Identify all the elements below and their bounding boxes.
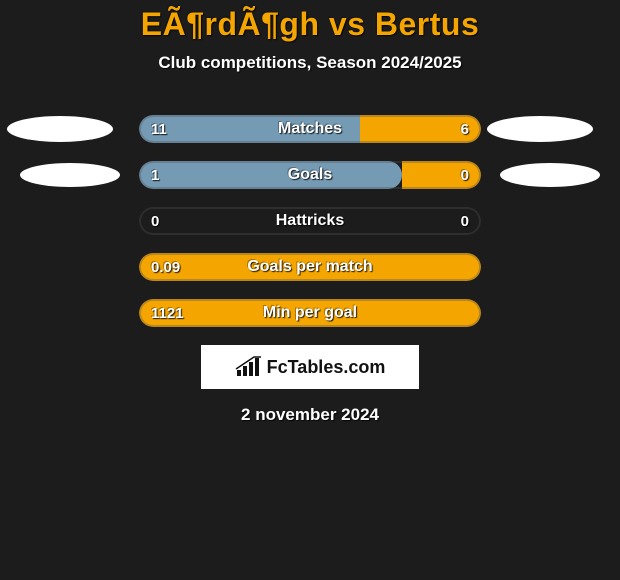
player-ellipse: [7, 116, 113, 142]
stat-label: Hattricks: [139, 207, 481, 235]
stat-label: Min per goal: [139, 299, 481, 327]
stat-label: Goals per match: [139, 253, 481, 281]
bar-chart-icon: [235, 356, 263, 378]
stat-bar: 00Hattricks: [139, 207, 481, 235]
player-ellipse: [487, 116, 593, 142]
page-title: EÃ¶rdÃ¶gh vs Bertus: [0, 0, 620, 43]
stat-bar: 1121Min per goal: [139, 299, 481, 327]
logo-badge: FcTables.com: [201, 345, 419, 389]
date-label: 2 november 2024: [0, 405, 620, 425]
subtitle: Club competitions, Season 2024/2025: [0, 53, 620, 73]
player-ellipse: [500, 163, 600, 187]
stat-bar: 10Goals: [139, 161, 481, 189]
stat-row: 10Goals: [0, 161, 620, 189]
stat-row: 1121Min per goal: [0, 299, 620, 327]
stats-chart: 116Matches 10Goals 00Hattricks 0.09Goals pe…: [0, 115, 620, 327]
stat-label: Matches: [139, 115, 481, 143]
comparison-infographic: EÃ¶rdÃ¶gh vs Bertus Club competitions, S…: [0, 0, 620, 580]
stat-bar: 116Matches: [139, 115, 481, 143]
player-ellipse: [20, 163, 120, 187]
logo-text: FcTables.com: [267, 357, 386, 378]
stat-row: 116Matches: [0, 115, 620, 143]
stat-bar: 0.09Goals per match: [139, 253, 481, 281]
stat-row: 0.09Goals per match: [0, 253, 620, 281]
stat-label: Goals: [139, 161, 481, 189]
stat-row: 00Hattricks: [0, 207, 620, 235]
